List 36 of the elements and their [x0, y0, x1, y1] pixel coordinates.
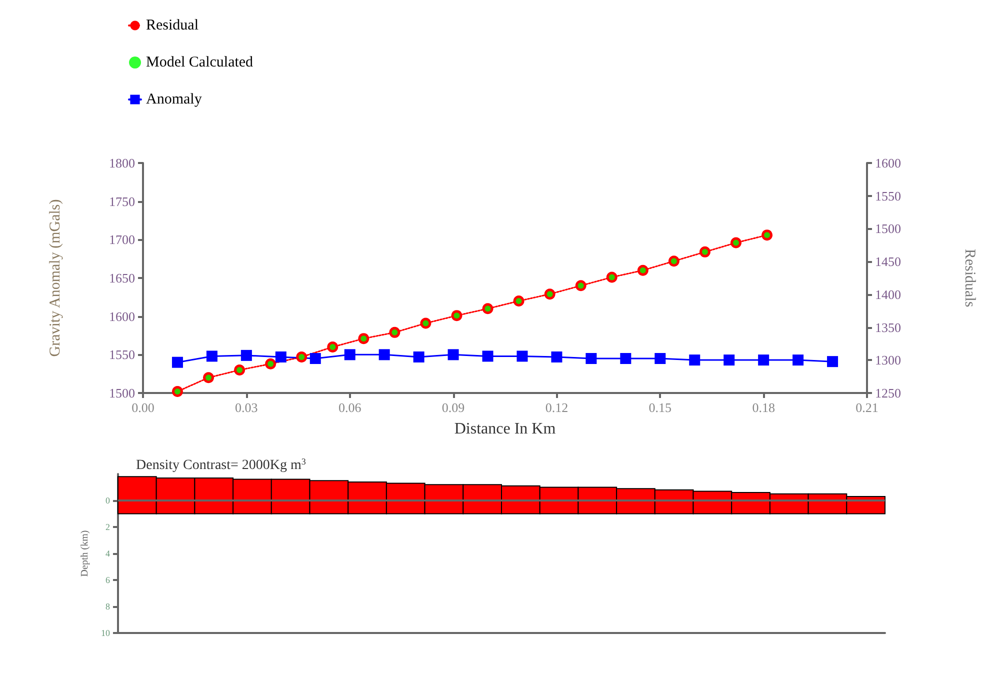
y-axis-title: Gravity Anomaly (mGals) — [48, 199, 64, 357]
x-tick-label: 0.06 — [338, 400, 362, 415]
x-tick-label: 0.18 — [752, 400, 775, 415]
y2-axis-title: Residuals — [962, 248, 978, 308]
y-tick-label: 6 — [106, 575, 110, 585]
legend-label: Residual — [146, 18, 198, 34]
legend-label: Anomaly — [146, 92, 202, 108]
y-tick-label: 1600 — [109, 308, 135, 324]
y-axis-title: Depth (km) — [80, 530, 90, 577]
x-tick-label: 0.21 — [856, 400, 878, 415]
y2-tick-label: 1350 — [875, 320, 901, 335]
y2-tick-label: 1250 — [875, 386, 901, 400]
y-tick-label: 1700 — [109, 232, 135, 248]
y2-tick-label: 1400 — [875, 286, 901, 302]
y-tick-label: 1650 — [109, 270, 135, 286]
x-tick-label: 0.15 — [648, 400, 672, 415]
y-tick-label: 4 — [106, 548, 110, 558]
y2-tick-label: 1550 — [875, 188, 901, 204]
y2-tick-label: 1600 — [875, 156, 901, 170]
y2-tick-label: 1500 — [875, 221, 901, 236]
y-tick-label: 1800 — [109, 156, 135, 170]
x-tick-label: 0.00 — [132, 400, 154, 415]
x-tick-label: 0.12 — [545, 400, 568, 415]
x-tick-label: 0.03 — [235, 400, 258, 415]
y-tick-label: 1550 — [109, 347, 135, 362]
y2-tick-label: 1300 — [875, 352, 901, 368]
y-tick-label: 10 — [101, 628, 110, 638]
y-tick-label: 1500 — [109, 386, 135, 400]
y-tick-label: 8 — [106, 602, 110, 612]
y2-tick-label: 1450 — [875, 254, 901, 270]
x-axis-title: Distance In Km — [454, 420, 556, 438]
y-tick-label: 0 — [106, 496, 110, 506]
y-tick-label: 2 — [106, 522, 110, 532]
x-tick-label: 0.09 — [442, 400, 465, 415]
legend-label: Model Calculated — [146, 54, 254, 70]
y-tick-label: 1750 — [109, 194, 135, 209]
